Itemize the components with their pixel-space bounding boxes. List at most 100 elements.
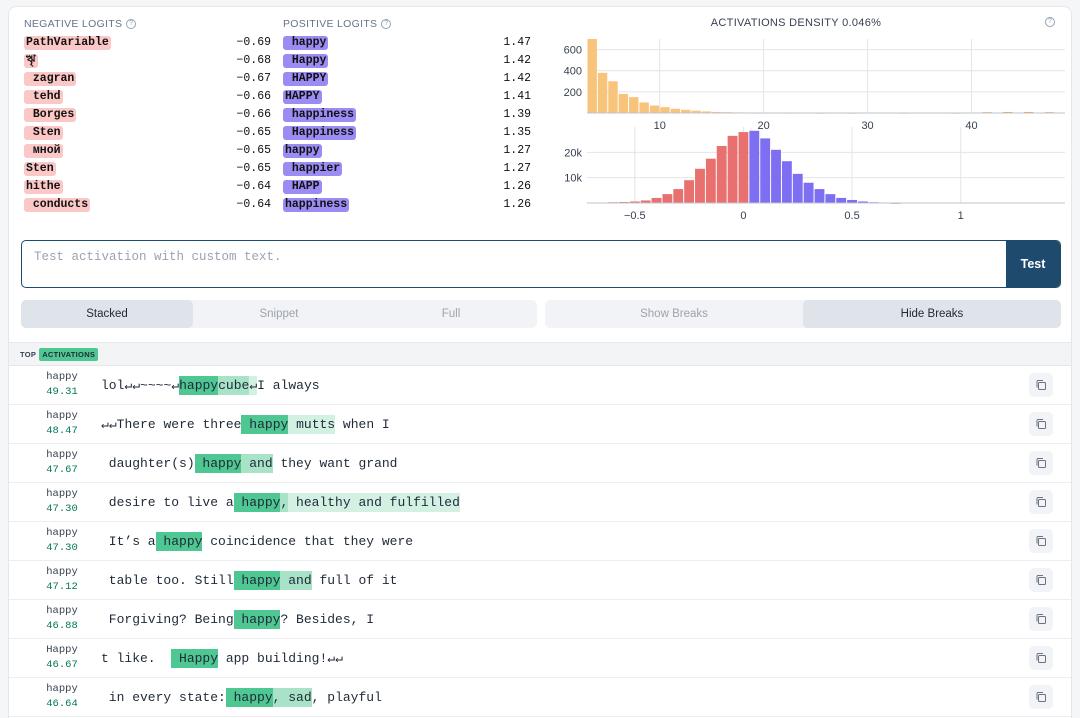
copy-button[interactable] bbox=[1029, 529, 1053, 553]
histogram-bar bbox=[684, 180, 695, 203]
copy-button[interactable] bbox=[1029, 607, 1053, 631]
negative-logit-value: −0.65 bbox=[236, 144, 271, 157]
density-title: ACTIVATIONS DENSITY 0.046% bbox=[710, 17, 882, 29]
positive-logit-token: happiness bbox=[283, 108, 357, 122]
copy-button[interactable] bbox=[1029, 568, 1053, 592]
activation-token: happy bbox=[46, 566, 78, 578]
copy-icon bbox=[1035, 613, 1047, 625]
copy-icon bbox=[1035, 418, 1047, 430]
snippet-text: coincidence that they were bbox=[202, 534, 414, 549]
y-tick-label: 20k bbox=[564, 147, 582, 159]
help-icon[interactable]: ? bbox=[1045, 17, 1055, 27]
positive-logit-token: Happiness bbox=[283, 126, 357, 140]
histogram-bar bbox=[803, 182, 814, 203]
copy-button[interactable] bbox=[1029, 685, 1053, 709]
snippet-text: ↵↵There were three bbox=[101, 417, 242, 432]
negative-logit-token: zagran bbox=[24, 72, 77, 86]
x-tick-label: −0.5 bbox=[624, 210, 646, 222]
negative-logit-value: −0.67 bbox=[236, 72, 271, 85]
activation-value: 47.12 bbox=[46, 581, 78, 593]
copy-button[interactable] bbox=[1029, 451, 1053, 475]
negative-logit-row: tehd bbox=[24, 88, 63, 106]
copy-button[interactable] bbox=[1029, 490, 1053, 514]
highlighted-token: happy bbox=[155, 532, 203, 551]
copy-button[interactable] bbox=[1029, 373, 1053, 397]
histogram-bar bbox=[619, 201, 629, 203]
y-tick-label: 10k bbox=[564, 173, 582, 185]
histogram-bar bbox=[629, 97, 639, 113]
snippet-text: t like. bbox=[101, 651, 172, 666]
activation-token: Happy bbox=[46, 644, 78, 656]
negative-logit-value: −0.66 bbox=[236, 108, 271, 121]
negative-logit-row: conducts bbox=[24, 196, 91, 214]
activation-row: happy 47.67 daughter(s) happy and they wa… bbox=[9, 444, 1071, 483]
activation-value: 46.67 bbox=[46, 659, 78, 671]
highlighted-token: mutts bbox=[288, 415, 336, 434]
mode-full-button[interactable]: Full bbox=[441, 308, 461, 320]
x-tick-label: 40 bbox=[965, 120, 977, 132]
positive-logit-token: Happy bbox=[283, 54, 329, 68]
histogram-bar bbox=[629, 201, 640, 203]
negative-logit-row: Sten bbox=[24, 160, 56, 178]
negative-logit-value: −0.64 bbox=[236, 180, 271, 193]
histogram-bar bbox=[597, 72, 608, 113]
custom-text-input[interactable] bbox=[22, 241, 1007, 287]
highlighted-token: healthy and fulfilled bbox=[288, 493, 460, 512]
activation-token: happy bbox=[46, 371, 78, 383]
activation-snippet: It’s a happy coincidence that they were bbox=[101, 532, 413, 551]
test-button[interactable]: Test bbox=[1006, 241, 1060, 287]
copy-button[interactable] bbox=[1029, 646, 1053, 670]
activation-token: happy bbox=[46, 449, 78, 461]
histogram-bar bbox=[701, 111, 712, 113]
mode-hide-breaks-button[interactable]: Hide Breaks bbox=[803, 300, 1061, 328]
negative-logit-row: ৠ bbox=[24, 52, 38, 70]
positive-logit-row: HAPPY bbox=[283, 88, 322, 106]
feature-card: NEGATIVE LOGITS ? PathVariable −0.69 ৠ −0.6… bbox=[8, 6, 1072, 718]
snippet-text: lol↵↵~~~~↵ bbox=[101, 378, 180, 393]
highlighted-token: happy bbox=[225, 688, 273, 707]
y-tick-label: 200 bbox=[564, 87, 582, 99]
histogram-bar bbox=[712, 111, 722, 113]
x-tick-label: 30 bbox=[861, 120, 873, 132]
snippet-text: Forgiving? Being bbox=[101, 612, 234, 627]
histogram-bar bbox=[738, 132, 749, 203]
highlighted-token: happy bbox=[194, 454, 242, 473]
snippet-text: desire to live a bbox=[101, 495, 234, 510]
positive-logit-row: happiness bbox=[283, 106, 357, 124]
break-mode-toggle: Show Breaks Hide Breaks bbox=[545, 300, 1061, 328]
snippet-text: It’s a bbox=[101, 534, 156, 549]
mode-show-breaks-button[interactable]: Show Breaks bbox=[640, 308, 708, 320]
activation-token: happy bbox=[46, 527, 78, 539]
histogram-bar bbox=[681, 109, 691, 113]
copy-icon bbox=[1035, 496, 1047, 508]
positive-logit-token: HAPP bbox=[283, 180, 322, 194]
help-icon[interactable]: ? bbox=[381, 19, 392, 29]
activation-value: 46.64 bbox=[46, 698, 78, 710]
negative-logit-token: hithe bbox=[24, 180, 63, 194]
positive-logit-value: 1.26 bbox=[503, 180, 531, 193]
y-tick-label: 400 bbox=[564, 66, 582, 78]
histogram-bar bbox=[662, 194, 673, 203]
histogram-bar bbox=[608, 81, 618, 113]
activation-row: happy 49.31 lol↵↵~~~~↵ happy cube ↵ I always bbox=[9, 366, 1071, 405]
negative-logit-value: −0.69 bbox=[236, 36, 271, 49]
activation-value: 47.67 bbox=[46, 464, 78, 476]
histogram-bar bbox=[814, 189, 825, 203]
positive-logit-value: 1.26 bbox=[503, 198, 531, 211]
negative-logit-value: −0.65 bbox=[236, 162, 271, 175]
copy-icon bbox=[1035, 652, 1047, 664]
highlighted-token: and bbox=[280, 571, 312, 590]
mode-snippet-button[interactable]: Snippet bbox=[259, 308, 299, 320]
copy-button[interactable] bbox=[1029, 412, 1053, 436]
mode-stacked-button[interactable]: Stacked bbox=[21, 300, 193, 328]
help-icon[interactable]: ? bbox=[126, 19, 137, 29]
snippet-text: table too. Still bbox=[101, 573, 234, 588]
copy-icon bbox=[1035, 691, 1047, 703]
positive-logit-row: Happiness bbox=[283, 124, 357, 142]
positive-logit-value: 1.41 bbox=[503, 90, 531, 103]
snippet-text: ? Besides, I bbox=[280, 612, 375, 627]
histogram-bar bbox=[760, 138, 771, 203]
negative-logit-token: conducts bbox=[24, 198, 91, 212]
activation-row: happy 47.30 desire to live a happy, healt… bbox=[9, 483, 1071, 522]
top-label: TOP bbox=[20, 349, 37, 359]
